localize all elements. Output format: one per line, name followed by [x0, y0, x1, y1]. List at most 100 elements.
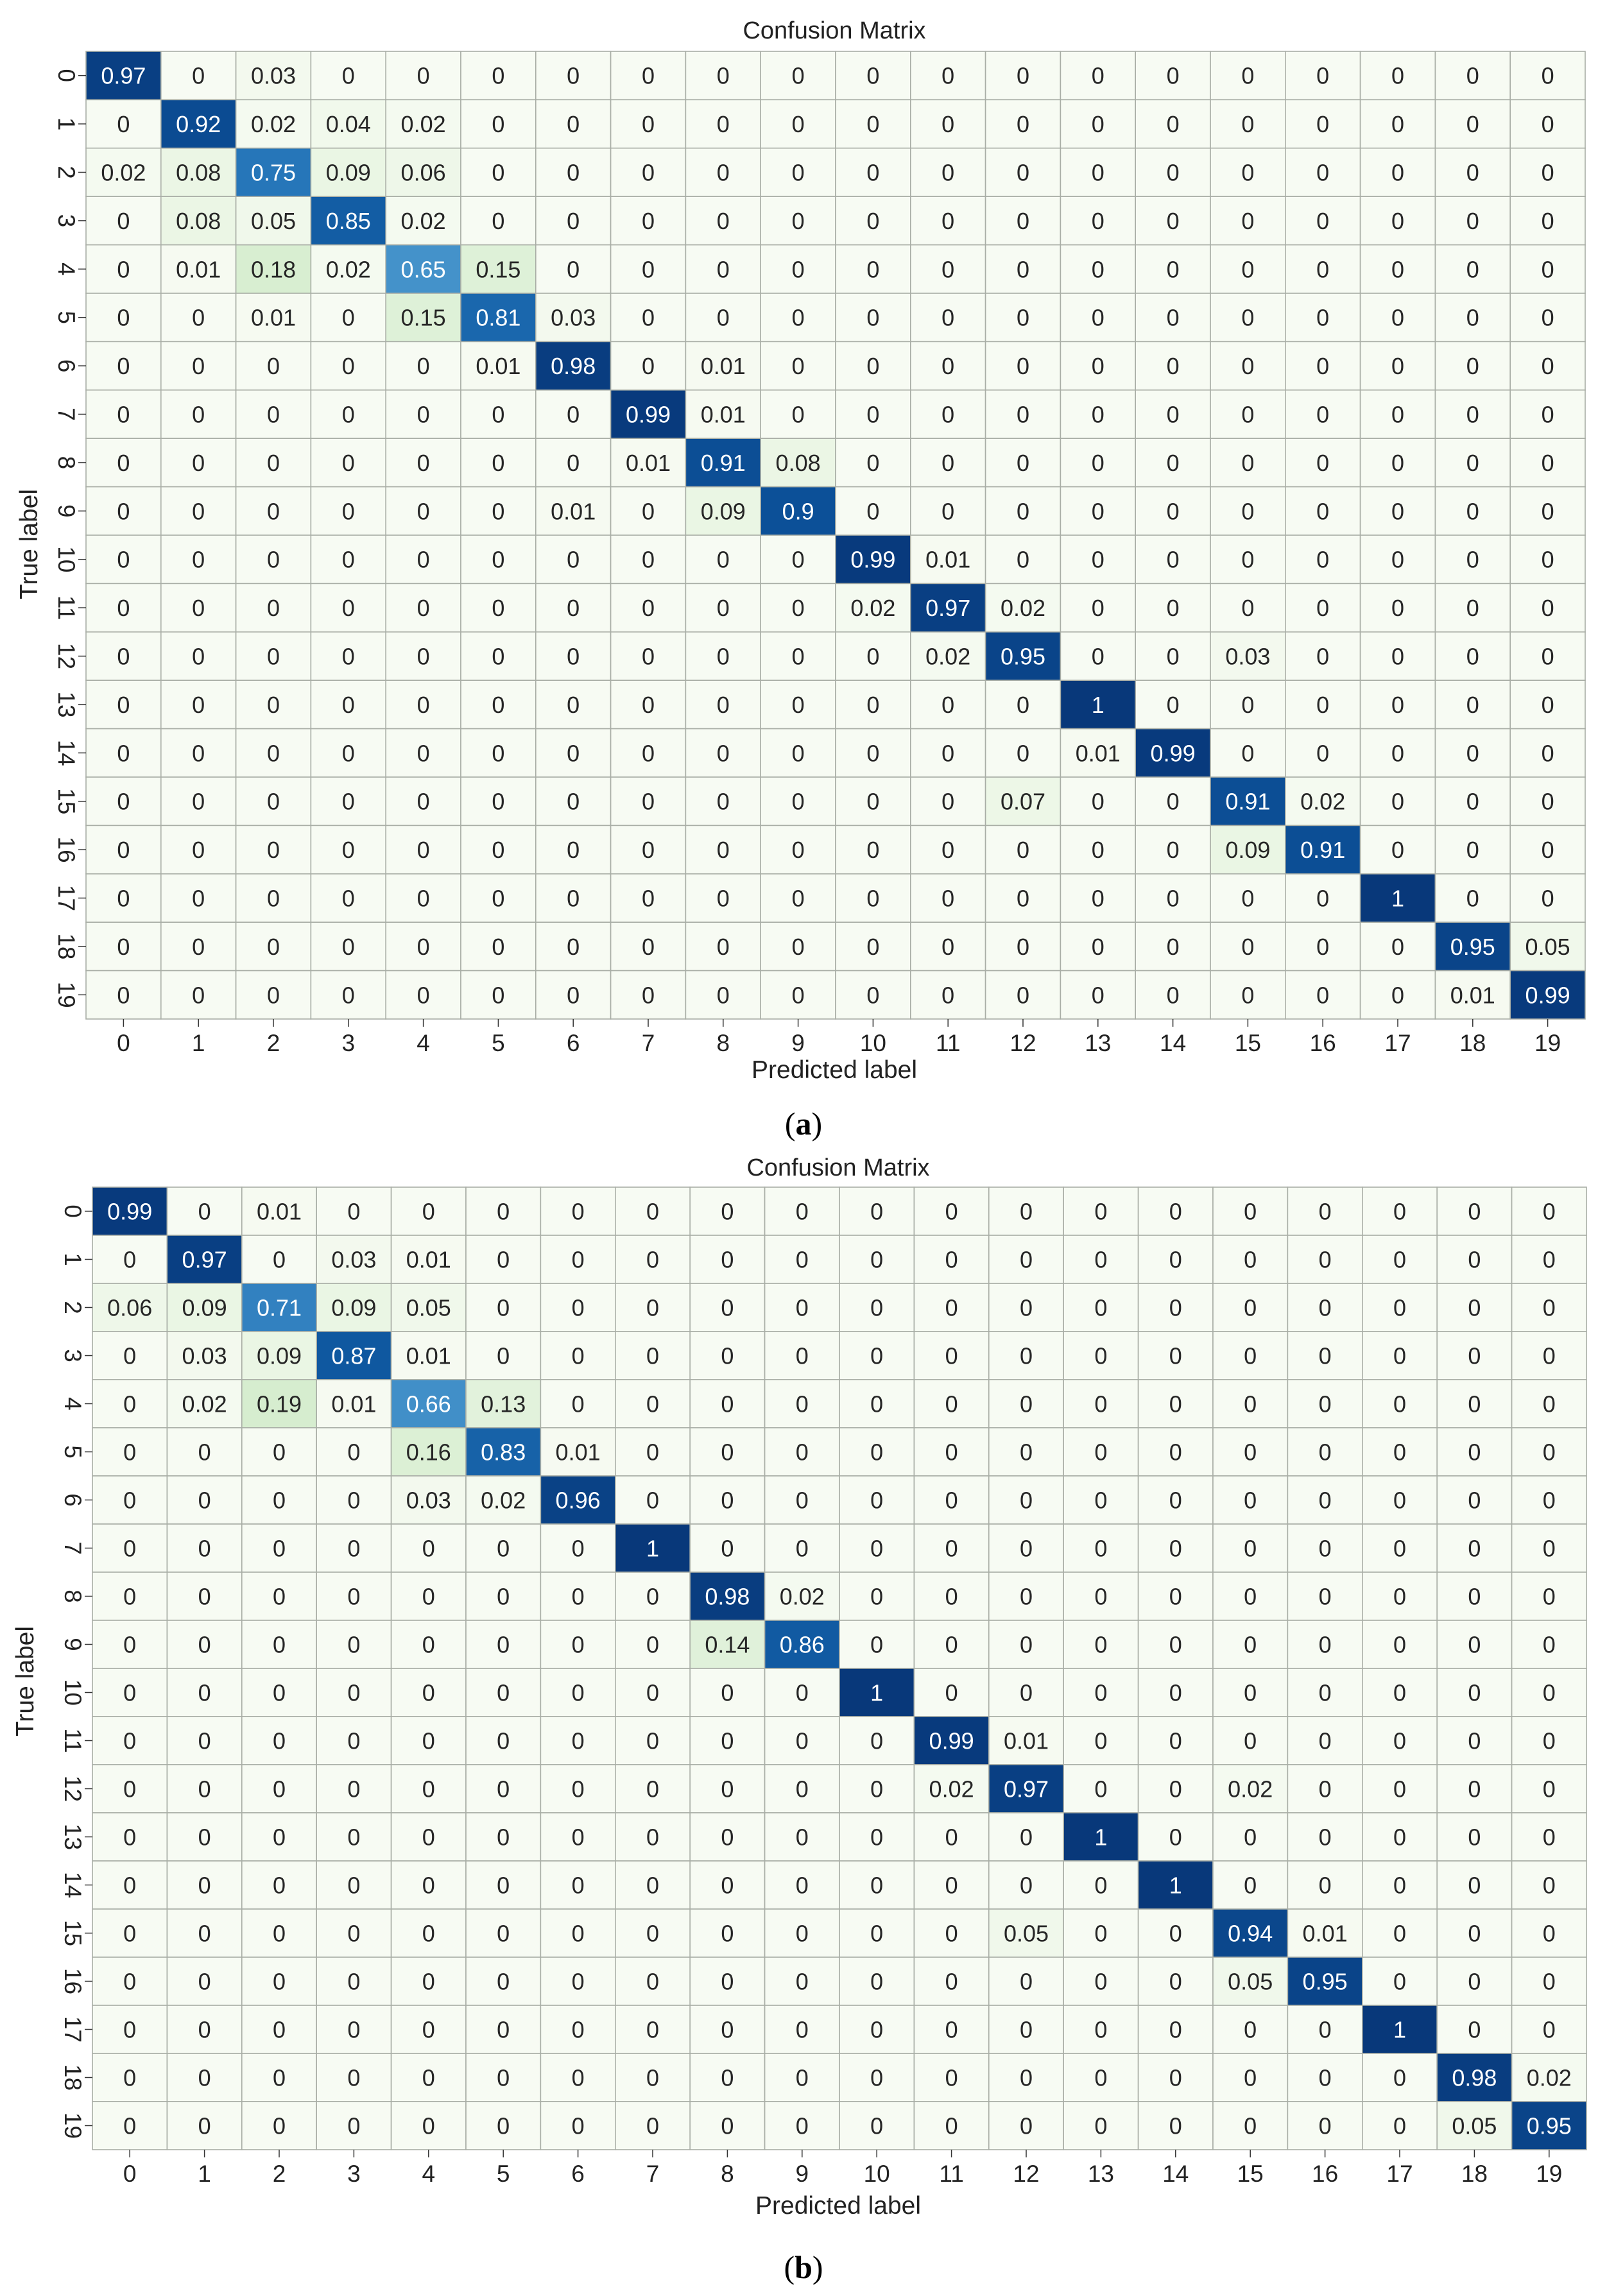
heatmap-cell: [913, 2101, 990, 2150]
heatmap-cell: [460, 680, 537, 730]
cell-value-label: 0: [417, 692, 430, 718]
heatmap-cell: [390, 1235, 467, 1284]
heatmap-cell: [1210, 631, 1286, 681]
x-axis-label: Predicted label: [755, 2192, 921, 2220]
heatmap-cell: [385, 583, 461, 633]
cell-value-label: 0: [642, 644, 655, 670]
heatmap-cell: [1210, 341, 1286, 391]
heatmap-cell: [1060, 631, 1137, 681]
heatmap-cell: [984, 486, 1061, 536]
cell-value-label: 0: [117, 837, 130, 863]
cell-value-label: 0: [198, 2017, 211, 2043]
cell-value-label: 0: [1543, 1824, 1556, 1851]
cell-value-label: 0: [646, 2113, 659, 2139]
heatmap-cell: [310, 438, 386, 488]
cell-value-label: 0: [642, 692, 655, 718]
cell-value-label: 0: [1092, 498, 1104, 524]
heatmap-cell: [241, 1283, 317, 1332]
heatmap-cell: [614, 1379, 691, 1428]
heatmap-cell: [839, 1523, 915, 1573]
heatmap-cell: [764, 1764, 840, 1813]
heatmap-cell: [689, 1475, 766, 1525]
heatmap-cell: [385, 196, 461, 246]
heatmap-cell: [1436, 1860, 1513, 1910]
cell-value-label: 0.02: [1228, 1776, 1273, 1803]
cell-value-label: 0: [717, 692, 730, 718]
heatmap-cell: [610, 341, 687, 391]
cell-value-label: 0: [123, 1728, 136, 1754]
heatmap-cell: [835, 873, 911, 923]
x-tick-label: 13: [1085, 1030, 1111, 1056]
cell-value-label: 0.01: [406, 1247, 451, 1273]
heatmap-cell: [839, 1427, 915, 1477]
cell-value-label: 0: [198, 1487, 211, 1514]
heatmap-cell: [166, 1957, 243, 2006]
heatmap-cell: [390, 1331, 467, 1380]
cell-value-label: 0: [1393, 1584, 1406, 1610]
cell-value-label: 0: [941, 63, 954, 89]
cell-value-label: 0: [422, 2065, 435, 2091]
heatmap-cell: [316, 1427, 392, 1477]
heatmap-cell: [241, 1812, 317, 1862]
heatmap-cell: [984, 776, 1061, 827]
cell-value-label: 0: [1316, 402, 1329, 428]
cell-value-label: 0: [1244, 1872, 1257, 1899]
heatmap-cell: [385, 776, 461, 827]
heatmap-cell: [1063, 1620, 1139, 1669]
heatmap-cell: [685, 825, 762, 875]
cell-value-label: 0: [422, 1872, 435, 1899]
cell-value-label: 0: [1017, 160, 1029, 186]
heatmap-cell: [1135, 99, 1211, 149]
heatmap-cell: [685, 970, 762, 1020]
heatmap-cell: [913, 2053, 990, 2102]
cell-value-label: 0.95: [1001, 644, 1045, 670]
heatmap-cell: [1362, 2053, 1438, 2102]
cell-value-label: 0: [1542, 305, 1554, 331]
cell-value-label: 0: [721, 1439, 734, 1466]
cell-value-label: 0: [492, 740, 504, 766]
x-tick-label: 18: [1461, 2161, 1488, 2187]
x-tick-label: 17: [1386, 2161, 1413, 2187]
heatmap-cell: [1060, 486, 1137, 536]
cell-value-label: 0: [945, 1536, 958, 1562]
heatmap-cell: [465, 1860, 542, 1910]
cell-value-label: 0: [642, 982, 655, 1008]
heatmap-cell: [764, 1283, 840, 1332]
cell-value-label: 0: [572, 1295, 585, 1321]
cell-value-label: 0: [572, 1199, 585, 1225]
cell-value-label: 0: [646, 1872, 659, 1899]
cell-value-label: 0: [422, 2017, 435, 2043]
cell-value-label: 0: [1316, 498, 1329, 524]
cell-value-label: 0: [1468, 1680, 1481, 1706]
cell-value-label: 0: [1543, 1632, 1556, 1658]
y-tick-label: 15: [60, 1920, 86, 1946]
heatmap-cell: [1511, 2101, 1587, 2150]
heatmap-cell: [92, 1716, 168, 1765]
cell-value-label: 0: [1466, 498, 1479, 524]
cell-value-label: 0: [1542, 789, 1554, 815]
heatmap-cell: [160, 631, 237, 681]
cell-value-label: 0: [1094, 1536, 1107, 1562]
heatmap-cell: [1359, 99, 1436, 149]
cell-value-label: 0: [1092, 353, 1104, 379]
cell-value-label: 0.02: [780, 1584, 825, 1610]
cell-value-label: 0.08: [776, 450, 821, 476]
cell-value-label: 0: [945, 1295, 958, 1321]
heatmap-cell: [1287, 1957, 1363, 2006]
heatmap-cell: [235, 389, 312, 439]
cell-value-label: 0: [1393, 1921, 1406, 1947]
cell-value-label: 0: [1017, 256, 1029, 282]
x-tick-label: 19: [1534, 1030, 1561, 1056]
heatmap-cell: [760, 438, 836, 488]
cell-value-label: 0: [1468, 1439, 1481, 1466]
cell-value-label: 0: [642, 740, 655, 766]
cell-value-label: 0: [1391, 498, 1404, 524]
cell-value-label: 0: [572, 1776, 585, 1803]
cell-value-label: 0: [273, 1921, 286, 1947]
cell-value-label: 0: [1542, 208, 1554, 234]
heatmap-cell: [913, 1475, 990, 1525]
heatmap-cell: [614, 1860, 691, 1910]
cell-value-label: 0: [1393, 1487, 1406, 1514]
y-tick-label: 12: [60, 1776, 86, 1802]
cell-value-label: 0: [1167, 256, 1180, 282]
